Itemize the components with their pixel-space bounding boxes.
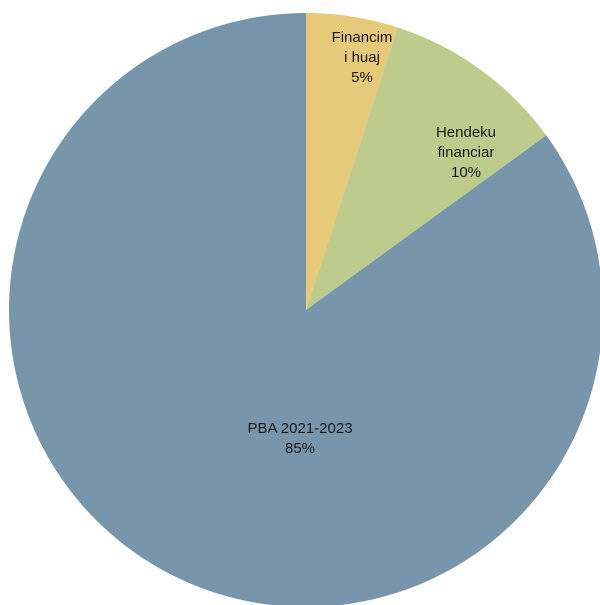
slice-value-label: 5%: [351, 69, 373, 86]
slice-value-label: 10%: [451, 164, 481, 181]
pie-slice-2: [306, 27, 547, 310]
slice-category-label: Financim: [332, 29, 393, 46]
slice-category-label: Hendeku: [436, 124, 496, 141]
slice-category-label: PBA 2021-2023: [247, 420, 352, 437]
pie-labels: Financim i huaj 5% Hendeku financiar 10% PBA 2…: [247, 29, 496, 457]
pie-slice-label-3: PBA 2021-2023 85%: [247, 420, 352, 457]
pie-slice-label-1: Financim i huaj 5%: [332, 29, 393, 86]
slice-category-label: financiar: [438, 144, 495, 161]
pie-slice-3: [9, 13, 600, 605]
slice-category-label: i huaj: [344, 49, 380, 66]
pie-slice-1: [306, 13, 398, 310]
pie-slice-label-2: Hendeku financiar 10%: [436, 124, 496, 181]
pie-slices: [9, 13, 600, 605]
slice-value-label: 85%: [285, 440, 315, 457]
